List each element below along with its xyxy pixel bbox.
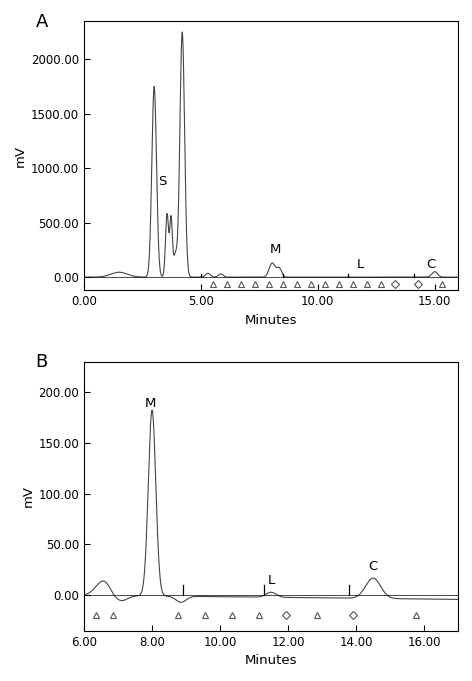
Text: C: C bbox=[369, 560, 378, 573]
Text: S: S bbox=[158, 175, 167, 188]
Y-axis label: mV: mV bbox=[14, 144, 27, 167]
Text: C: C bbox=[427, 258, 436, 271]
Text: L: L bbox=[268, 574, 275, 587]
Text: B: B bbox=[35, 353, 48, 371]
X-axis label: Minutes: Minutes bbox=[245, 314, 297, 327]
Text: M: M bbox=[270, 243, 281, 257]
Text: L: L bbox=[356, 258, 363, 271]
Text: A: A bbox=[35, 13, 48, 31]
Text: M: M bbox=[144, 397, 156, 410]
X-axis label: Minutes: Minutes bbox=[245, 654, 297, 667]
Y-axis label: mV: mV bbox=[21, 485, 34, 507]
